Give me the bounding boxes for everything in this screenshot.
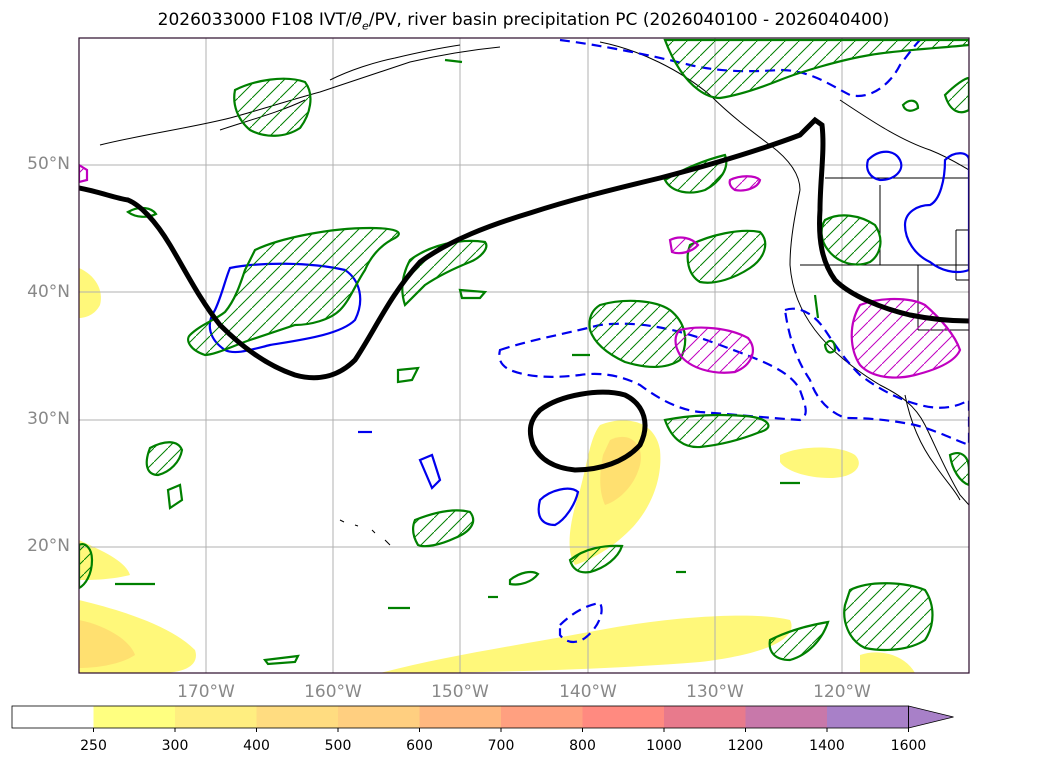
pv-cutoff-low: [527, 389, 648, 473]
colorbar-segment: [582, 706, 665, 728]
colorbar-tick-label: 1200: [727, 738, 764, 754]
ivt-fill-southeast: [860, 652, 915, 673]
colorbar-extend-arrow: [908, 705, 954, 729]
pv-contours: [79, 116, 969, 473]
lon-label-120w: 120°W: [813, 682, 871, 702]
ivt-fill-south-long: [380, 615, 792, 673]
lat-label-40n: 40°N: [27, 282, 70, 302]
colorbar-tick-label: 250: [80, 738, 107, 754]
coastlines: [99, 41, 969, 546]
ivt-fill-south-band-core: [79, 620, 135, 668]
graticule: [79, 38, 969, 673]
colorbar-segment: [175, 706, 257, 728]
lon-label-150w: 150°W: [431, 682, 489, 702]
ivt-fill-east-patch: [780, 447, 859, 478]
theta-solid-east2: [903, 152, 969, 274]
theta-dashed-south: [558, 601, 603, 644]
map-frame: [78, 37, 970, 674]
colorbar-segment: [12, 706, 94, 728]
colorbar-segment: [745, 706, 828, 728]
colorbar-tick-label: 800: [569, 738, 596, 754]
colorbar: [11, 705, 954, 732]
theta-solid-small1: [418, 453, 442, 490]
colorbar-segment: [827, 706, 909, 728]
colorbar-segment: [501, 706, 583, 728]
lon-label-170w: 170°W: [177, 682, 235, 702]
colorbar-segment: [664, 706, 746, 728]
colorbar-segment: [93, 706, 176, 728]
colorbar-tick-label: 1600: [890, 738, 927, 754]
colorbar-tick-label: 600: [406, 738, 433, 754]
theta-dashed-east: [783, 307, 969, 447]
lon-label-130w: 130°W: [686, 682, 744, 702]
colorbar-tick-label: 400: [243, 738, 270, 754]
chart-title: 2026033000 F108 IVT/θe/PV, river basin p…: [157, 10, 890, 33]
colorbar-tick-label: 300: [161, 738, 189, 754]
theta-solid-east1: [866, 150, 903, 182]
lat-label-20n: 20°N: [27, 536, 70, 556]
green-small-contours: [115, 58, 920, 666]
theta-solid-small2: [537, 487, 580, 527]
colorbar-tick-label: 500: [324, 738, 352, 754]
lat-label-30n: 30°N: [27, 409, 70, 429]
pv-main-trough: [79, 116, 969, 381]
colorbar-tick-label: 1000: [646, 738, 682, 754]
colorbar-segment: [419, 706, 502, 728]
ivt-fill-west-coast: [79, 268, 101, 318]
green-hatch-contours: [79, 38, 969, 662]
colorbar-segment: [338, 706, 420, 728]
lon-label-160w: 160°W: [304, 682, 362, 702]
ivt-fill-layer: [79, 268, 915, 673]
colorbar-segment: [256, 706, 339, 728]
lat-label-50n: 50°N: [27, 154, 70, 174]
colorbar-tick-label: 700: [487, 738, 515, 754]
colorbar-tick-label: 1400: [809, 738, 845, 754]
colorbar-outline: [11, 705, 909, 729]
lon-label-140w: 140°W: [559, 682, 617, 702]
